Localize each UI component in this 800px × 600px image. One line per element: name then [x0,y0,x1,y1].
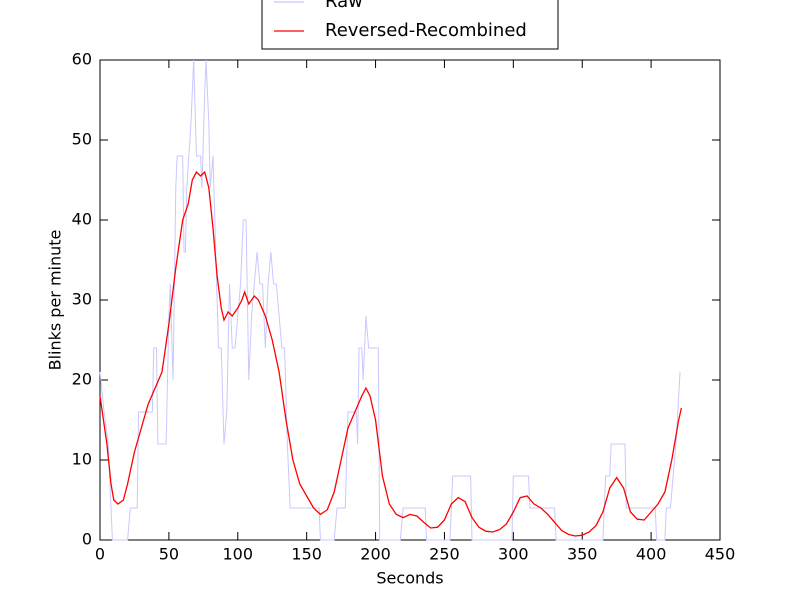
y-tick-label: 20 [72,370,92,389]
x-tick-label: 350 [567,545,598,564]
y-tick-label: 30 [72,290,92,309]
x-tick-label: 200 [360,545,391,564]
x-tick-label: 0 [95,545,105,564]
legend-label: Raw [325,0,363,12]
x-tick-label: 300 [498,545,529,564]
plot-frame [99,59,721,541]
data-line [99,59,681,541]
x-tick-label: 100 [223,545,254,564]
y-tick-label: 40 [72,210,92,229]
y-tick-label: 60 [72,50,92,69]
legend-label: Reversed-Recombined [325,20,527,41]
y-tick-label: 0 [82,530,92,549]
y-tick-label: 50 [72,130,92,149]
y-axis-label: Blinks per minute [46,230,65,371]
x-tick-label: 250 [429,545,460,564]
x-tick-label: 400 [636,545,667,564]
x-tick-label: 450 [705,545,736,564]
x-axis-label: Seconds [376,569,443,588]
x-tick-label: 50 [159,545,179,564]
legend-box [261,0,559,50]
x-tick-label: 150 [291,545,322,564]
y-tick-label: 10 [72,450,92,469]
data-line [99,170,683,537]
